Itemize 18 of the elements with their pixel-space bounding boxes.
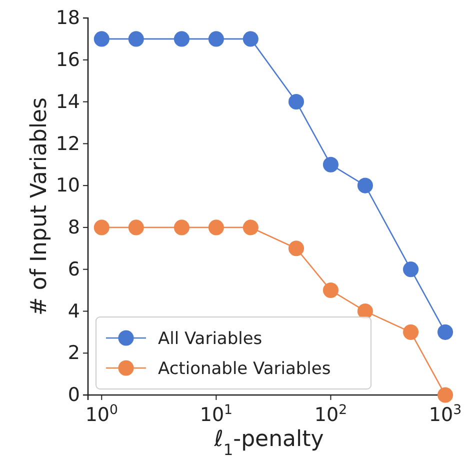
x-tick-label: 10$^{3}$	[428, 402, 462, 426]
x-tick-label: 10$^{2}$	[314, 402, 348, 426]
y-tick-label: 6	[68, 258, 80, 280]
y-tick-label: 0	[68, 384, 80, 406]
y-tick-label: 10	[56, 174, 80, 197]
x-tick-label: 10$^{0}$	[85, 402, 118, 426]
y-tick-label: 4	[68, 300, 80, 322]
y-tick-label: 16	[56, 48, 80, 71]
legend-label: Actionable Variables	[158, 359, 331, 379]
y-tick-label: 8	[68, 216, 80, 239]
y-tick-label: 14	[56, 90, 80, 113]
x-tick-label: 10$^{1}$	[200, 402, 233, 426]
x-axis-title: ℓ$_{1}$-penalty	[213, 427, 324, 459]
y-axis-title: # of Input Variables	[27, 97, 52, 316]
y-tick-label: 2	[68, 342, 80, 364]
y-tick-label: 18	[56, 7, 80, 30]
y-tick-label: 12	[56, 132, 80, 155]
legend-label: All Variables	[158, 329, 262, 349]
